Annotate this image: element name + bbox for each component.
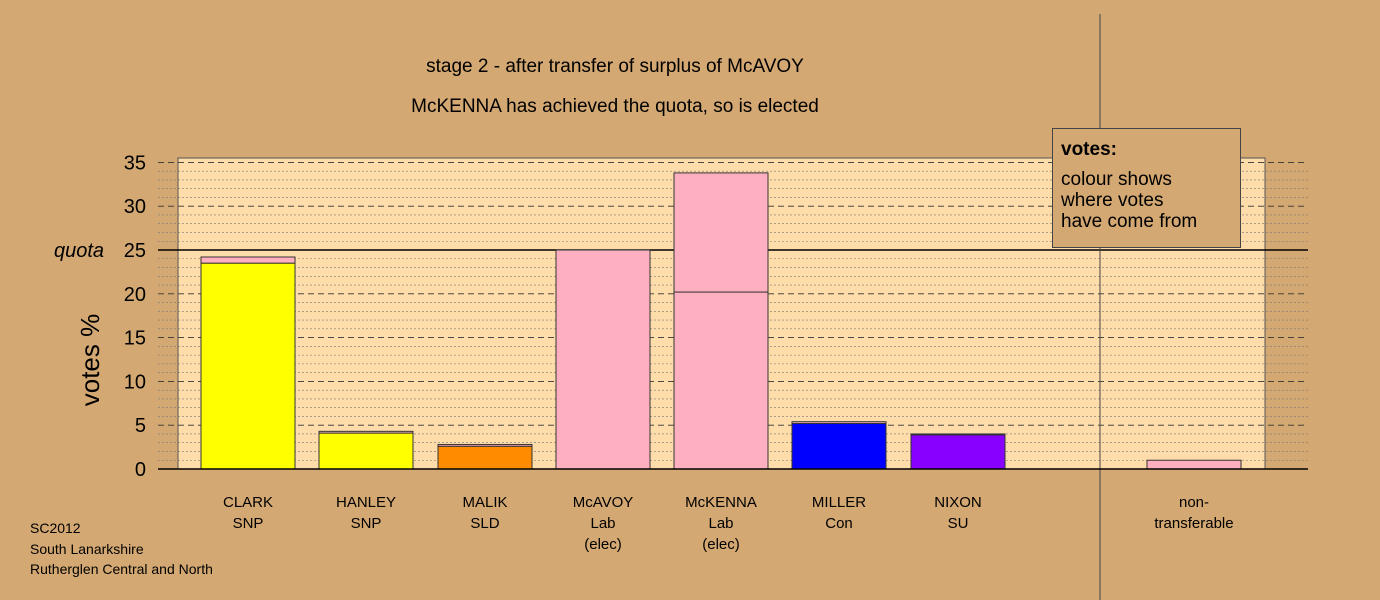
y-tick-label: 30	[124, 196, 146, 218]
x-category-label: SLD	[470, 515, 499, 532]
x-category-label: MALIK	[462, 494, 507, 511]
x-category-label: Lab	[590, 515, 615, 532]
legend-box: votes: colour shows where votes have com…	[1052, 128, 1241, 248]
y-axis-label: votes %	[75, 314, 105, 407]
chart-subtitle: McKENNA has achieved the quota, so is el…	[411, 96, 819, 117]
bar-segment	[437, 443, 533, 447]
bar-segment	[791, 421, 887, 424]
bar-segment	[1146, 459, 1242, 470]
x-category-label: (elec)	[584, 536, 622, 553]
x-category-label: SU	[948, 515, 969, 532]
x-category-label: HANLEY	[336, 494, 396, 511]
chart-title: stage 2 - after transfer of surplus of M…	[426, 56, 804, 77]
bar-segment	[200, 262, 296, 470]
x-category-label: (elec)	[702, 536, 740, 553]
y-tick-label: 20	[124, 284, 146, 306]
x-category-label: NIXON	[934, 494, 982, 511]
x-category-label: MILLER	[812, 494, 866, 511]
legend-heading: votes:	[1061, 139, 1117, 160]
bar-segment	[910, 433, 1006, 436]
bar-segment	[318, 430, 414, 434]
bar-segment	[555, 249, 651, 470]
y-tick-label: 0	[135, 459, 146, 481]
x-category-label: Con	[825, 515, 853, 532]
quota-label: quota	[54, 240, 104, 262]
bar-segment	[791, 422, 887, 470]
footer-line: South Lanarkshire	[30, 540, 144, 557]
x-category-label: SNP	[351, 515, 382, 532]
bar-segment	[437, 445, 533, 470]
bar-segment	[673, 291, 769, 470]
x-category-label: McKENNA	[685, 494, 757, 511]
bar-segment	[200, 256, 296, 264]
legend-line: where votes	[1061, 190, 1164, 211]
footer-caption: SC2012 South Lanarkshire Rutherglen Cent…	[30, 518, 213, 580]
legend-line: have come from	[1061, 211, 1198, 232]
bar-segment	[673, 172, 769, 293]
x-category-label: Lab	[708, 515, 733, 532]
footer-line: SC2012	[30, 520, 81, 536]
x-category-label: non-	[1179, 494, 1209, 511]
bar-segment	[318, 432, 414, 470]
footer-line: Rutherglen Central and North	[30, 561, 213, 577]
y-tick-label: 5	[135, 415, 146, 437]
legend-line: colour shows	[1061, 169, 1172, 190]
y-tick-label: 35	[124, 152, 146, 174]
y-tick-label: 25	[124, 240, 146, 262]
y-tick-label: 10	[124, 371, 146, 393]
bar-segment	[910, 434, 1006, 470]
y-tick-label: 15	[124, 328, 146, 350]
x-category-label: transferable	[1154, 515, 1233, 532]
x-category-label: McAVOY	[573, 494, 634, 511]
x-category-label: CLARK	[223, 494, 273, 511]
x-category-label: SNP	[233, 515, 264, 532]
